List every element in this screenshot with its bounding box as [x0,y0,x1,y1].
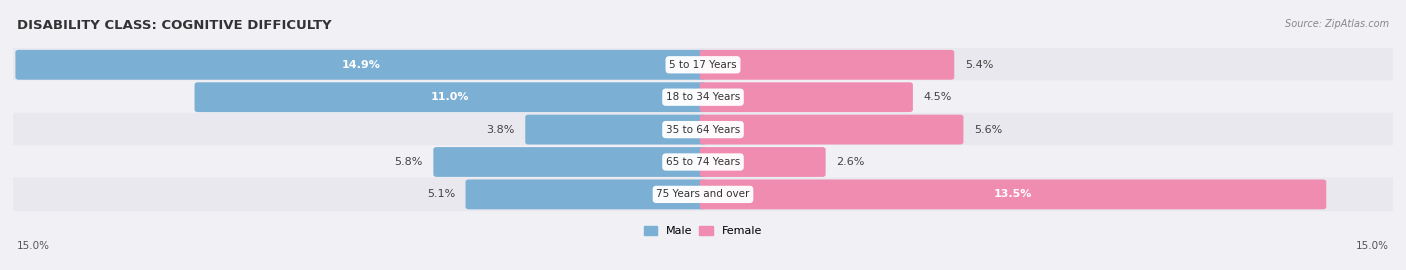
Text: 75 Years and over: 75 Years and over [657,189,749,200]
Text: 15.0%: 15.0% [17,241,49,251]
FancyBboxPatch shape [13,145,1393,179]
Text: 5.4%: 5.4% [965,60,993,70]
Text: 3.8%: 3.8% [486,124,515,135]
FancyBboxPatch shape [700,147,825,177]
Text: 5.6%: 5.6% [974,124,1002,135]
Text: 14.9%: 14.9% [342,60,380,70]
FancyBboxPatch shape [15,50,706,80]
Text: 15.0%: 15.0% [1357,241,1389,251]
Text: 2.6%: 2.6% [837,157,865,167]
FancyBboxPatch shape [700,50,955,80]
Text: 65 to 74 Years: 65 to 74 Years [666,157,740,167]
Text: 35 to 64 Years: 35 to 64 Years [666,124,740,135]
FancyBboxPatch shape [13,80,1393,114]
FancyBboxPatch shape [465,180,706,209]
FancyBboxPatch shape [13,48,1393,82]
FancyBboxPatch shape [700,115,963,144]
FancyBboxPatch shape [526,115,706,144]
FancyBboxPatch shape [194,82,706,112]
FancyBboxPatch shape [433,147,706,177]
Text: 18 to 34 Years: 18 to 34 Years [666,92,740,102]
FancyBboxPatch shape [700,180,1326,209]
FancyBboxPatch shape [13,178,1393,211]
Text: 4.5%: 4.5% [924,92,952,102]
Text: Source: ZipAtlas.com: Source: ZipAtlas.com [1285,19,1389,29]
FancyBboxPatch shape [700,82,912,112]
Text: 5 to 17 Years: 5 to 17 Years [669,60,737,70]
FancyBboxPatch shape [13,113,1393,146]
Text: 5.1%: 5.1% [427,189,456,200]
Text: DISABILITY CLASS: COGNITIVE DIFFICULTY: DISABILITY CLASS: COGNITIVE DIFFICULTY [17,19,332,32]
Text: 11.0%: 11.0% [432,92,470,102]
Legend: Male, Female: Male, Female [640,221,766,241]
Text: 5.8%: 5.8% [395,157,423,167]
Text: 13.5%: 13.5% [994,189,1032,200]
